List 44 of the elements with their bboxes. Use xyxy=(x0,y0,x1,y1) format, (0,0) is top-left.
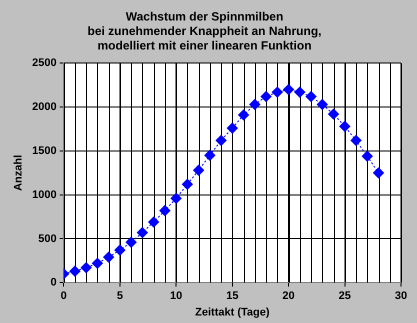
point xyxy=(204,150,216,161)
y-tick-label: 2000 xyxy=(32,101,57,114)
point xyxy=(216,134,227,146)
point xyxy=(126,236,137,248)
y-tick-label: 500 xyxy=(38,232,57,245)
y-axis-title: Anzahl xyxy=(12,154,25,191)
point xyxy=(136,227,148,238)
point xyxy=(182,178,193,190)
point xyxy=(283,84,294,96)
point xyxy=(159,205,170,216)
point xyxy=(69,266,80,277)
point xyxy=(249,98,260,110)
point xyxy=(103,252,114,263)
x-tick-label: 15 xyxy=(226,290,238,302)
point xyxy=(260,91,272,102)
point xyxy=(350,134,362,146)
point xyxy=(114,244,126,256)
point xyxy=(80,262,92,274)
y-tick-label: 1500 xyxy=(32,144,57,157)
x-tick-label: 0 xyxy=(60,290,67,302)
point xyxy=(92,258,103,269)
y-tick-label: 1000 xyxy=(32,188,57,201)
chart-title: Wachstum der Spinnmilben bei zunehmender Knappheit an Nahrung, modelliert mit einer linearen Funktion xyxy=(87,10,322,52)
x-tick-label: 20 xyxy=(282,290,295,302)
point xyxy=(294,86,306,98)
point xyxy=(148,216,160,228)
point xyxy=(170,192,182,204)
x-tick-label: 10 xyxy=(170,290,182,302)
x-tick-label: 5 xyxy=(116,290,123,302)
x-tick-label: 30 xyxy=(394,290,408,302)
point xyxy=(272,86,283,98)
point xyxy=(316,98,328,110)
point xyxy=(373,167,384,178)
y-tick-label: 2500 xyxy=(32,57,57,70)
y-tick-label: 0 xyxy=(50,276,57,289)
x-axis-title: Zeittakt (Tage) xyxy=(195,306,270,318)
point xyxy=(226,122,238,134)
point xyxy=(339,120,350,132)
point xyxy=(193,164,204,176)
point xyxy=(306,91,317,102)
point xyxy=(238,109,250,120)
point xyxy=(328,108,340,120)
point xyxy=(362,150,373,162)
x-tick-label: 25 xyxy=(338,290,351,302)
